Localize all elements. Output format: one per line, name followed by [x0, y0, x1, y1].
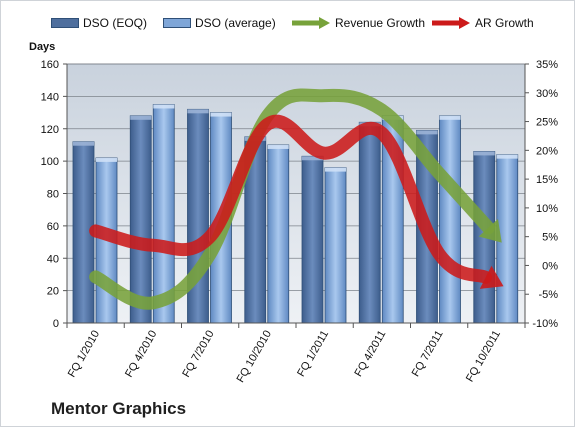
arrowhead-ar-growth [479, 265, 504, 289]
bar-top-highlight [130, 115, 152, 120]
bar-top-highlight [153, 104, 175, 109]
x-tick-label: FQ 7/2011 [410, 329, 446, 379]
line-ar-growth [89, 115, 493, 284]
bar-top-highlight [73, 141, 94, 146]
legend-item-ar-growth: AR Growth [431, 15, 534, 31]
bar-top-highlight [416, 130, 438, 135]
bar-dso-average [324, 167, 347, 324]
bar-dso-average [439, 115, 461, 324]
bar-top-highlight [473, 151, 495, 156]
legend-label-dso-eoq: DSO (EOQ) [83, 16, 148, 30]
x-tick-label: FQ 7/2010 [180, 329, 216, 380]
y-right-tick-label: 15% [536, 174, 558, 186]
legend-item-dso-eoq: DSO (EOQ) [51, 15, 147, 31]
y-right-tick-label: 25% [536, 117, 558, 129]
y-right-tick-label: 5% [542, 232, 558, 244]
y-right-tick-label: -10% [532, 318, 558, 330]
bar-dso-eoq [187, 108, 209, 324]
y-axis-title: Days [29, 41, 56, 53]
bar-top-highlight [325, 167, 346, 172]
legend-swatch-dso-average [163, 18, 191, 28]
y-right-tick-label: 10% [536, 203, 558, 215]
bar-dso-eoq [301, 155, 324, 324]
legend-swatch-dso-eoq [51, 18, 79, 28]
bar-top-highlight [210, 112, 232, 117]
y-right-tick-label: 20% [536, 145, 558, 157]
y-left-tick-label: 60 [47, 221, 59, 233]
chart-title: Mentor Graphics [51, 399, 187, 418]
y-left-tick-label: 160 [41, 59, 59, 71]
bar-top-highlight [267, 144, 289, 149]
y-left-tick-label: 0 [53, 318, 59, 330]
bar-top-highlight [187, 109, 209, 114]
arrowhead-revenue-growth [478, 219, 502, 243]
y-right-tick-label: -5% [538, 289, 558, 301]
y-left-tick-label: 80 [47, 189, 59, 201]
legend-arrow-icon-ar [432, 17, 470, 29]
bar-top-highlight [96, 157, 117, 162]
x-tick-label: FQ 1/2011 [295, 329, 331, 379]
legend-arrow-icon-revenue [292, 17, 330, 29]
bar-top-highlight [439, 115, 461, 120]
x-tick-label: FQ 4/2010 [123, 329, 159, 380]
x-tick-label: FQ 10/2011 [464, 329, 503, 385]
y-left-tick-label: 40 [47, 253, 59, 265]
y-right-tick-label: 30% [536, 88, 558, 100]
x-tick-label: FQ 10/2010 [235, 329, 274, 385]
y-left-tick-label: 140 [41, 91, 59, 103]
bar-dso-eoq [129, 115, 152, 324]
legend-label-ar-growth: AR Growth [475, 16, 534, 30]
x-tick-label: FQ 4/2011 [352, 329, 388, 379]
legend-item-dso-average: DSO (average) [163, 15, 276, 31]
x-tick-label: FQ 1/2010 [66, 329, 102, 380]
legend-label-revenue-growth: Revenue Growth [335, 16, 426, 30]
y-left-tick-label: 100 [41, 156, 59, 168]
bar-dso-average [267, 144, 290, 324]
y-left-tick-label: 20 [47, 286, 59, 298]
bar-top-highlight [496, 154, 518, 159]
chart-plot: 0 20 40 60 80 100 120 140 160 -10% -5% 0% 5% 10% 15% 20… [41, 59, 559, 385]
legend-item-revenue-growth: Revenue Growth [291, 15, 425, 31]
y-left-tick-label: 120 [41, 124, 59, 136]
legend-label-dso-average: DSO (average) [195, 16, 276, 30]
bar-dso-eoq [358, 121, 381, 324]
line-revenue-growth [89, 88, 495, 310]
y-right-tick-label: 0% [542, 260, 558, 272]
bar-top-highlight [302, 156, 323, 161]
y-right-tick-label: 35% [536, 59, 558, 71]
